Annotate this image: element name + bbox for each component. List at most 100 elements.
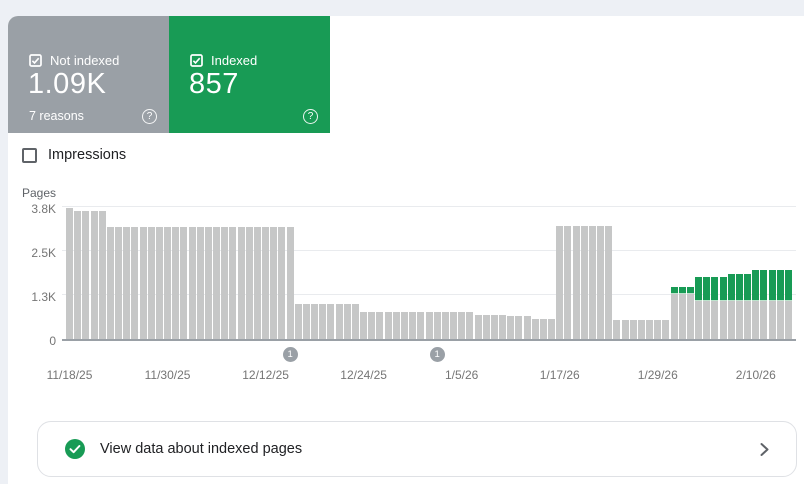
chart-bar[interactable] [531,319,539,339]
chart-bar[interactable] [662,319,670,339]
indexed-card[interactable]: Indexed 857 ? [169,16,330,133]
chart-bar[interactable] [613,319,621,339]
chart-bar[interactable] [229,227,237,339]
chart-bar[interactable] [654,319,662,339]
chart-bar[interactable] [221,227,229,339]
chart-bar[interactable] [637,319,645,339]
chart-bar[interactable] [597,226,605,339]
impressions-toggle[interactable]: Impressions [22,147,126,163]
chart-bar[interactable] [368,311,376,339]
chart-bar[interactable] [572,226,580,339]
chart-bar[interactable] [425,311,433,339]
axis-annotation-marker[interactable]: 1 [429,347,445,362]
chart-bar[interactable] [409,311,417,339]
chart-bar[interactable] [458,311,466,339]
chart-bar[interactable] [66,208,73,339]
chart-bar[interactable] [262,227,270,339]
chart-bar[interactable] [270,227,278,339]
chart-bar[interactable] [474,315,482,339]
chart-bar[interactable] [711,277,719,339]
chart-bar[interactable] [605,226,613,339]
chart-bar[interactable] [580,226,588,339]
chart-bar[interactable] [539,319,547,339]
chart-bar[interactable] [744,273,752,339]
chart-bar[interactable] [703,277,711,339]
chart-bar[interactable] [450,311,457,339]
view-indexed-data-button[interactable]: View data about indexed pages [37,421,797,477]
chart-bar[interactable] [278,227,286,339]
chart-bar[interactable] [417,311,425,339]
chart-bar[interactable] [499,315,507,339]
not-indexed-checkbox[interactable] [29,54,42,67]
chart-bar[interactable] [400,311,408,339]
chart-bar[interactable] [785,270,792,339]
chart-bar[interactable] [752,270,760,339]
chart-bar[interactable] [188,227,196,339]
chart-bar[interactable] [123,227,131,339]
chart-bar[interactable] [686,286,694,339]
chart-bar[interactable] [564,226,572,339]
chart-bar[interactable] [768,270,776,339]
chart-bar[interactable] [286,227,294,339]
chart-bar[interactable] [695,277,703,339]
chart-bar[interactable] [776,270,784,339]
chart-bar[interactable] [98,210,106,339]
chart-bar[interactable] [343,303,351,339]
chart-bar[interactable] [139,227,147,339]
chart-bar[interactable] [384,311,392,339]
chart-bar[interactable] [466,311,474,339]
chart-bar[interactable] [548,319,556,339]
chart-bar[interactable] [360,311,368,339]
indexed-checkbox[interactable] [190,54,203,67]
chart-bar[interactable] [131,227,139,339]
chart-bar[interactable] [311,303,319,339]
chart-bar[interactable] [147,227,155,339]
chart-bar[interactable] [327,303,335,339]
chart-bar[interactable] [319,303,327,339]
chart-bar[interactable] [74,210,82,339]
chart-bar[interactable] [155,227,163,339]
chart-bar[interactable] [302,303,310,339]
chart-bar[interactable] [482,315,490,339]
chart-bar[interactable] [351,303,359,339]
chart-bar[interactable] [196,227,204,339]
chart-bar[interactable] [164,227,172,339]
axis-annotation-marker[interactable]: 1 [282,347,298,362]
chart-bar[interactable] [646,319,654,339]
chart-bar[interactable] [727,273,735,339]
chart-bar[interactable] [507,316,515,339]
chart-bar[interactable] [678,286,686,339]
chart-bar[interactable] [294,303,302,339]
chart-bar[interactable] [106,227,114,339]
chart-bar[interactable] [376,311,384,339]
impressions-checkbox[interactable] [22,147,37,163]
chart-bar[interactable] [523,316,531,339]
chart-bar[interactable] [335,303,343,339]
chart-bar[interactable] [392,311,400,339]
chart-bar[interactable] [735,273,743,339]
chart-bar[interactable] [515,316,523,339]
chart-bar[interactable] [204,227,212,339]
chart-bar[interactable] [180,227,188,339]
chart-bar[interactable] [115,227,123,339]
chart-bar[interactable] [670,286,678,339]
chart-bar[interactable] [90,210,98,339]
chart-bar[interactable] [172,227,180,339]
chart-bar[interactable] [760,270,768,339]
chart-bar[interactable] [245,227,253,339]
chart-bar[interactable] [213,227,221,339]
chart-bar[interactable] [588,226,596,339]
help-icon[interactable]: ? [142,109,157,124]
chart-bar[interactable] [237,227,245,339]
chart-bar[interactable] [433,311,441,339]
not-indexed-card[interactable]: Not indexed 1.09K 7 reasons ? [8,16,169,133]
help-icon[interactable]: ? [303,109,318,124]
chart-bar[interactable] [556,226,564,339]
chart-bar[interactable] [253,227,261,339]
chart-bar[interactable] [719,277,727,339]
chart-bar[interactable] [621,319,629,339]
chart-bar[interactable] [490,315,498,339]
chart-bar[interactable] [82,210,90,339]
chevron-right-icon[interactable] [759,442,770,457]
chart-bar[interactable] [441,311,449,339]
